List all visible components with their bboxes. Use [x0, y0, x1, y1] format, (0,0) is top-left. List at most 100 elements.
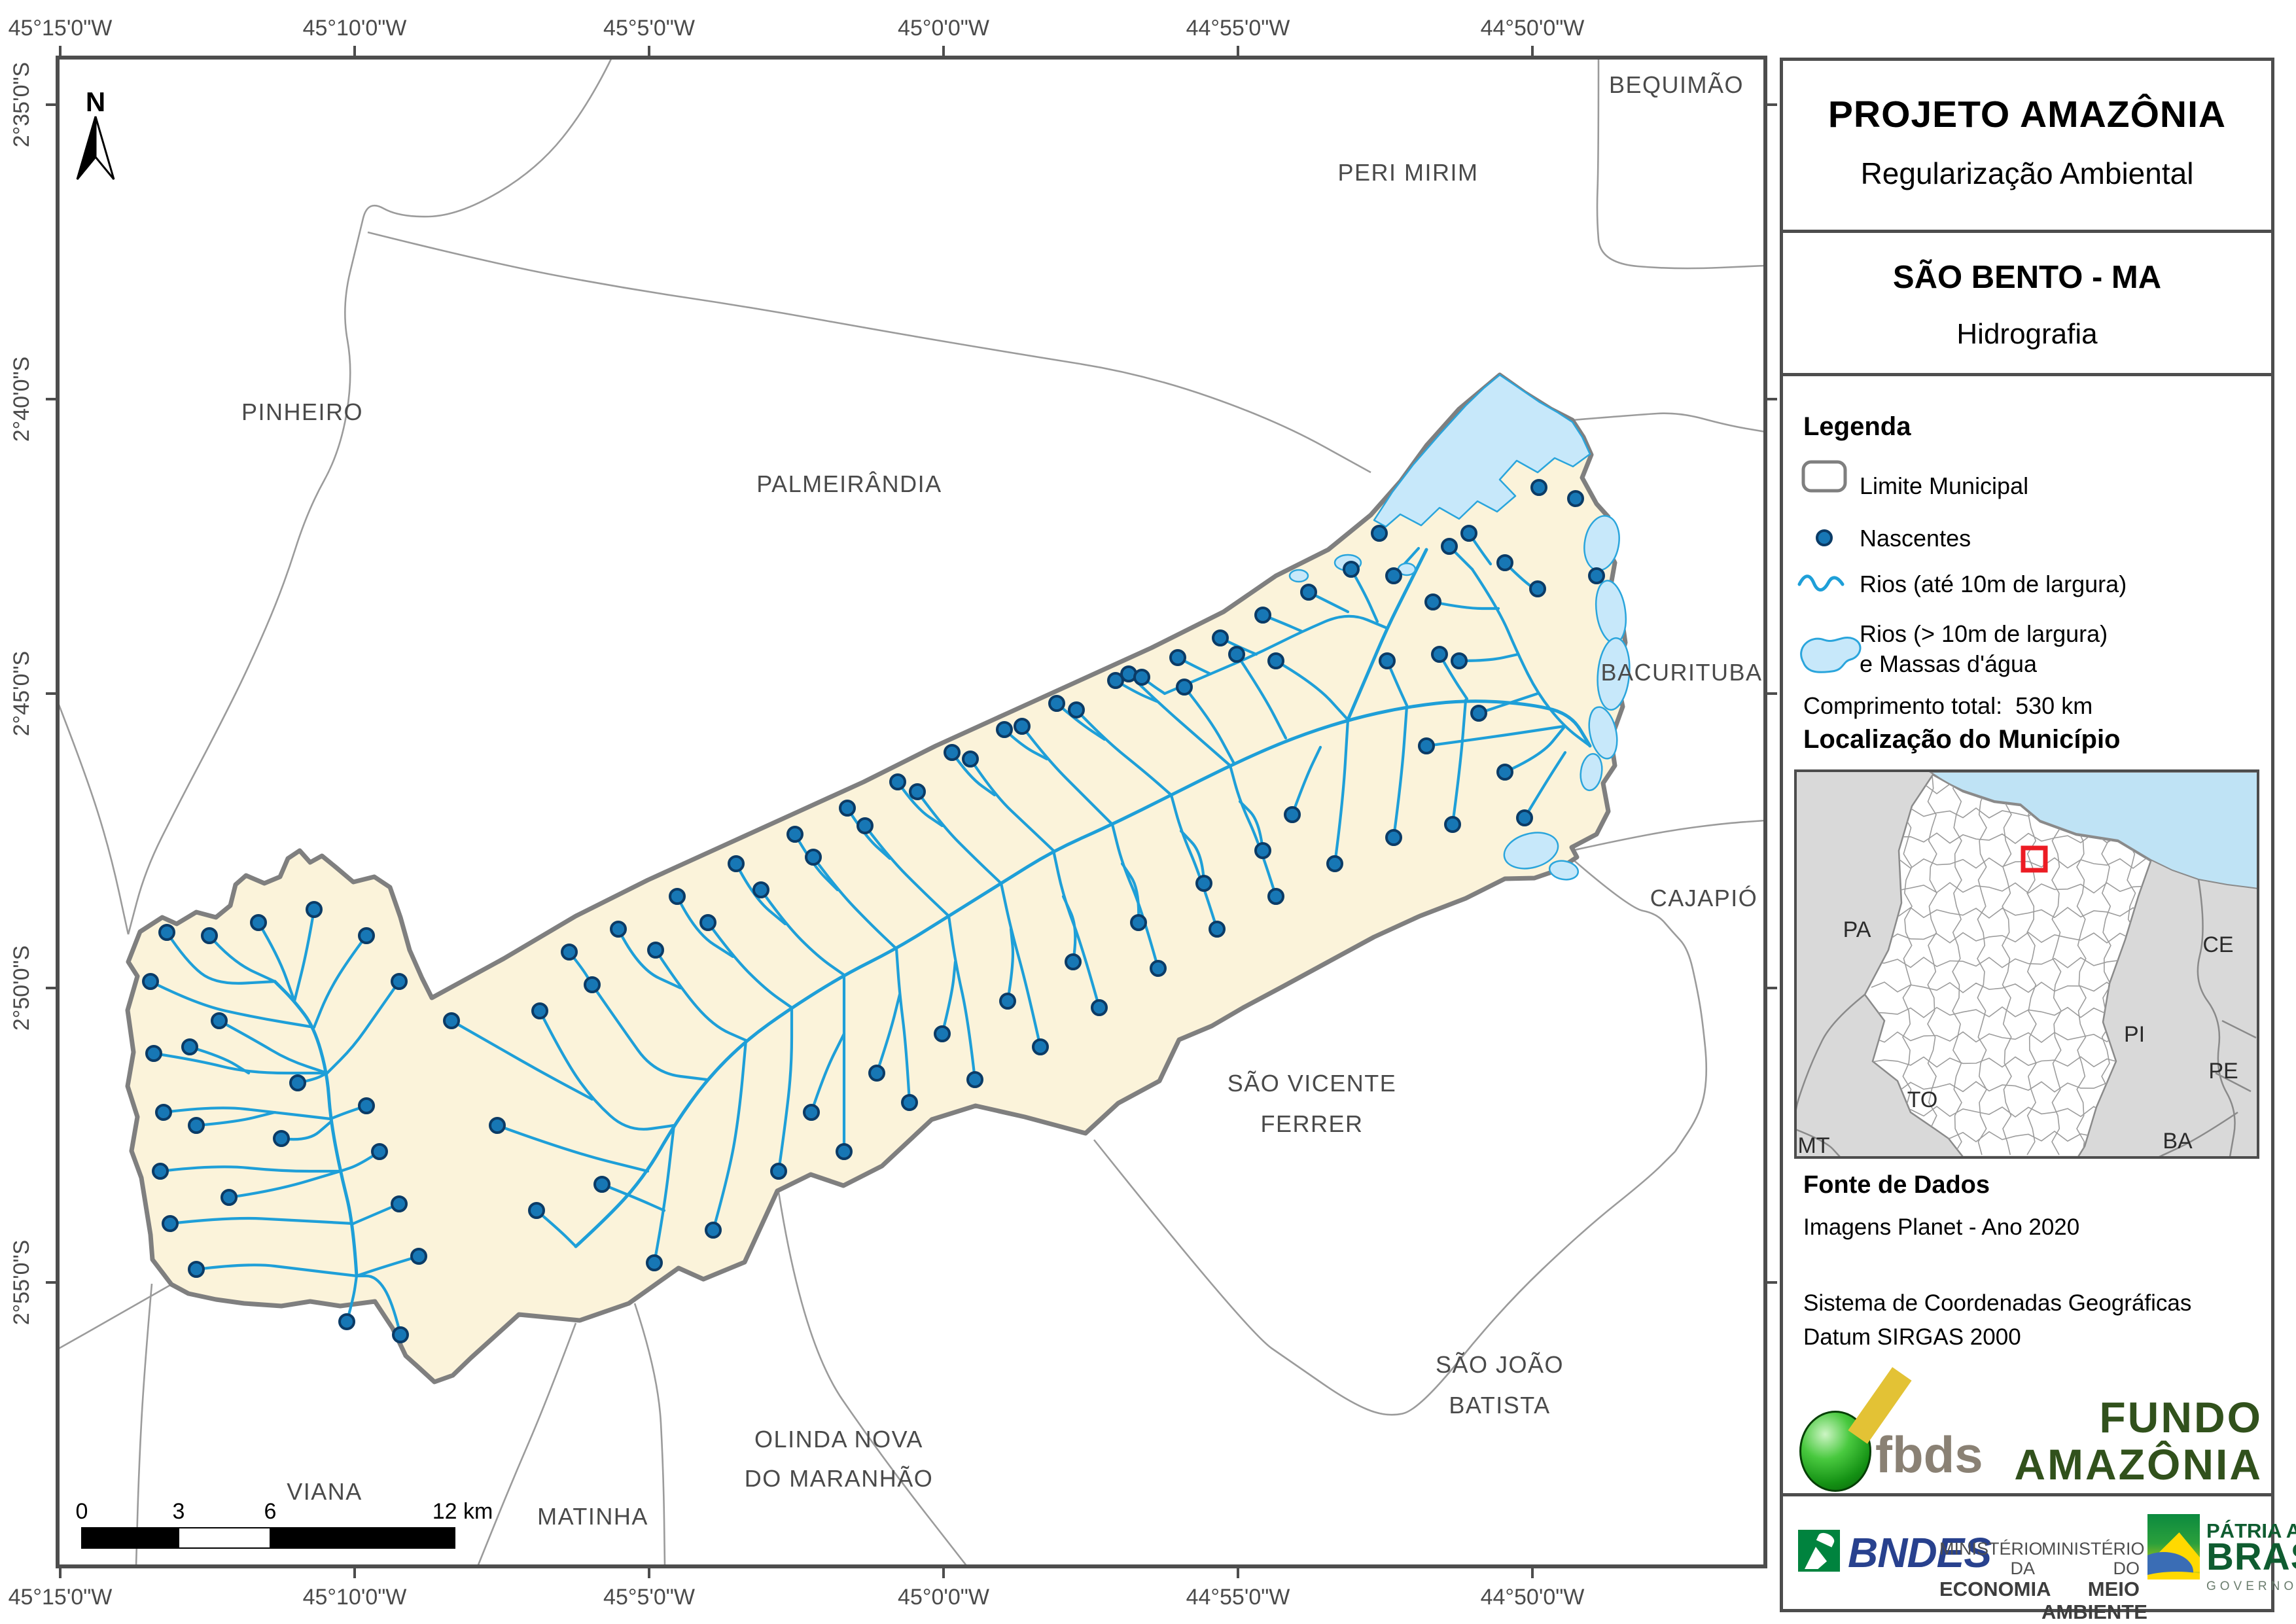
nascente-dot	[1195, 875, 1212, 892]
nascente-dot	[201, 927, 218, 944]
river-line	[1290, 745, 1322, 817]
nascente-dot	[371, 1143, 388, 1160]
nascente-dot	[392, 1326, 409, 1343]
nascente-dot	[1048, 695, 1065, 712]
nascente-dot	[1385, 567, 1402, 584]
river-line	[706, 921, 794, 1010]
nascente-dot	[1516, 809, 1533, 826]
nascente-dot	[1032, 1038, 1049, 1055]
nascente-dot	[1209, 921, 1226, 938]
municipal-boundary-line	[1571, 819, 1765, 852]
municipal-boundary-line	[127, 58, 613, 935]
municipal-boundary-line	[633, 1303, 666, 1566]
lon-label: 45°0'0"W	[898, 1585, 989, 1610]
source-line-2: Sistema de Coordenadas Geográficas	[1803, 1290, 2192, 1316]
lon-label: 45°10'0"W	[303, 16, 407, 41]
river-line	[1110, 822, 1160, 970]
river-line	[162, 1106, 332, 1121]
river-line	[1228, 764, 1278, 898]
municipal-boundary-line	[1572, 412, 1765, 433]
river-line	[256, 921, 296, 1003]
nascente-dot	[410, 1248, 427, 1265]
nascente-dot	[857, 817, 874, 834]
nascente-dot	[839, 800, 856, 817]
panel-title-box	[1780, 58, 2274, 233]
nascente-dot	[188, 1117, 205, 1134]
municipal-boundary-line	[1093, 1139, 1676, 1416]
nascente-dot	[1107, 672, 1124, 689]
nascente-dot	[1431, 646, 1448, 663]
nascente-dot	[145, 1045, 162, 1062]
nascentes-layer	[142, 479, 1605, 1343]
river-line	[1235, 652, 1288, 740]
nascente-dot	[1254, 842, 1271, 859]
river-line	[1020, 724, 1114, 826]
nascente-dot	[610, 921, 627, 938]
nascente-dot	[805, 849, 822, 866]
municipal-boundary-line	[367, 231, 1371, 474]
municipality-label: SÃO JOÃO	[1436, 1351, 1564, 1378]
river-line	[777, 1006, 794, 1173]
legend-total-length: Comprimento total: 530 km	[1803, 692, 2093, 720]
municipality-label: BATISTA	[1449, 1392, 1550, 1419]
nascente-dot	[1254, 607, 1271, 624]
municipality-label: OLINDA NOVA	[754, 1426, 923, 1453]
river-line	[809, 1032, 846, 1114]
nascente-dot	[1567, 490, 1584, 507]
nascente-dot	[1150, 960, 1167, 977]
nascente-dot	[155, 1104, 172, 1121]
nascente-dot	[1379, 652, 1396, 669]
nascente-dot	[1228, 646, 1245, 663]
nascente-dot	[669, 888, 686, 905]
ministerio-meio-ambiente-line2: MEIO AMBIENTE	[2041, 1578, 2147, 1624]
nascente-dot	[1496, 554, 1513, 571]
nascente-dot	[752, 881, 769, 898]
river-line	[495, 1123, 650, 1173]
nascente-dot	[391, 973, 408, 990]
legend-item-rios-largos-1: Rios (> 10m de largura)	[1860, 620, 2108, 647]
river-line	[875, 993, 902, 1075]
river-line	[273, 980, 359, 1278]
lon-label: 45°15'0"W	[9, 1585, 113, 1610]
scale-bar-label: 6	[264, 1499, 277, 1524]
nascente-dot	[889, 773, 906, 790]
north-arrow-left	[76, 116, 97, 180]
nascente-dot	[188, 1261, 205, 1278]
nascente-dot	[1068, 701, 1085, 718]
project-title: PROJETO AMAZÔNIA	[1828, 94, 2227, 135]
nascente-dot	[1284, 806, 1301, 823]
ministerio-meio-ambiente-logo: MINISTÉRIO DO MEIO AMBIENTE	[2041, 1539, 2147, 1624]
legend-heading: Legenda	[1803, 412, 1911, 441]
municipality-label: BEQUIMÃO	[1609, 71, 1744, 98]
scale-bar: 0 3 6 12 km	[76, 1499, 493, 1549]
governo-federal-text: GOVERNO FEDERAL	[2206, 1580, 2296, 1593]
municipal-boundary-line	[58, 1283, 172, 1350]
water-body	[1580, 752, 1603, 792]
fundo-amazonia-logo-line1: FUNDO	[2099, 1393, 2263, 1441]
river-line	[940, 960, 957, 1036]
fundo-amazonia-logo-line2: AMAZÔNIA	[2014, 1440, 2263, 1489]
municipality-label: PALMEIRÂNDIA	[756, 470, 942, 497]
river-line	[590, 983, 709, 1082]
nascente-dot	[962, 750, 979, 768]
river-line	[538, 1009, 676, 1131]
water-body	[1548, 860, 1580, 881]
nascente-dot	[528, 1202, 545, 1219]
nascente-dot	[728, 855, 745, 872]
nascente-dot	[1326, 855, 1343, 872]
municipality-title: SÃO BENTO - MA	[1892, 260, 2162, 295]
municipality-label: DO MARANHÃO	[745, 1465, 934, 1492]
municipality-label: CAJAPIÓ	[1650, 885, 1758, 911]
ministerio-meio-ambiente-line1: MINISTÉRIO DO	[2041, 1539, 2145, 1579]
nascente-dot	[803, 1104, 820, 1121]
nascente-dot	[211, 1012, 228, 1029]
river-line	[1424, 724, 1566, 748]
river-line	[1163, 614, 1389, 696]
neighbor-boundaries	[58, 58, 1765, 1566]
ministerio-economia-logo: MINISTÉRIO DA ECONOMIA	[1939, 1539, 2051, 1601]
river-line	[894, 947, 911, 1104]
river-line	[968, 757, 1055, 853]
river-line	[811, 855, 898, 951]
municipality-label: PINHEIRO	[241, 398, 363, 425]
nascente-dot	[1530, 479, 1547, 496]
